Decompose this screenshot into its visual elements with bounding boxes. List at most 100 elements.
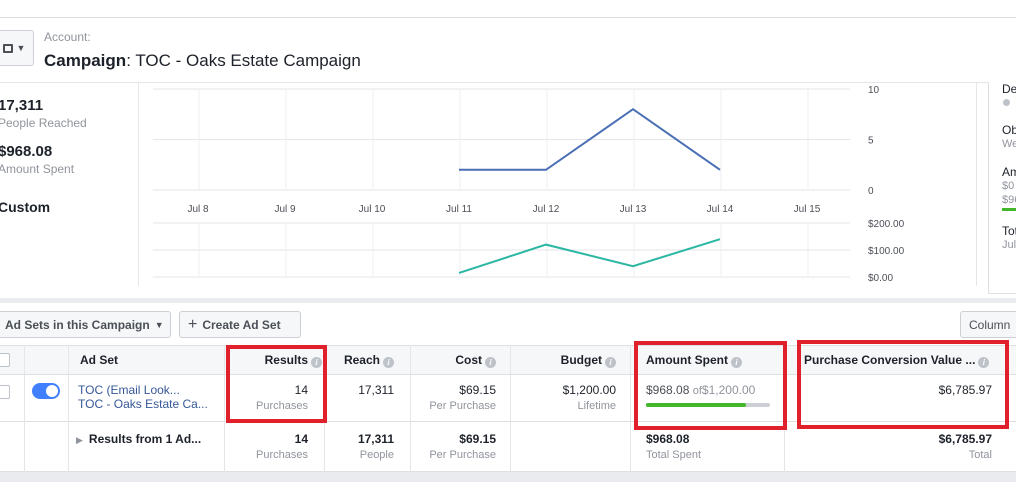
adsets-dropdown[interactable]: Ad Sets in this Campaign ▼ [0,311,171,338]
y-tick-label: $0.00 [868,273,893,284]
highlight-purchase-value [797,340,1009,429]
account-label: Account: [44,30,91,44]
results-cell: 14 Purchases [230,383,308,412]
details-title-3: Am [1002,165,1016,179]
spent-value: $968.08 [0,143,53,160]
header-reach[interactable]: Reach i [330,353,394,368]
reach-cell: 17,311 [330,383,394,397]
adset-name[interactable]: TOC (Email Look... TOC - Oaks Estate Ca.… [78,383,208,411]
header-cost[interactable]: Cost i [416,353,496,368]
header-divider [0,82,1016,83]
details-sub-4: Jul [1002,239,1016,251]
table-header-row [0,345,1016,375]
y-tick-label: $100.00 [868,246,905,257]
columns-label: Column [969,317,1011,332]
create-adset-label: Create Ad Set [202,317,281,332]
y-tick-label: 0 [868,186,874,197]
total-cost-cell: $69.15 Per Purchase [416,432,496,461]
details-title-4: Tot [1002,224,1016,238]
series-line [458,238,721,274]
details-title-1: De [1002,82,1016,96]
total-spent-cell: $968.08 Total Spent [646,432,701,461]
col-divider [68,345,69,472]
create-adset-button[interactable]: + Create Ad Set [179,311,301,338]
performance-chart: 10 5 0 Jul 8 Jul 9 Jul 10 Jul 11 Jul 12 Jul 13 Ju… [153,85,905,284]
cost-value: $69.15 [459,383,496,397]
reach-value: 17,311 [0,97,44,114]
header-cost-label: Cost [455,353,482,367]
adset-toggle[interactable] [32,383,60,399]
total-spent: $968.08 [646,432,690,446]
adsets-dropdown-label: Ad Sets in this Campaign [5,317,150,332]
status-dot [1003,99,1010,106]
highlight-results [226,345,327,423]
info-icon: i [605,357,616,368]
columns-button[interactable]: Column [960,311,1016,338]
results-value: 14 [294,383,308,397]
spend-progress-bar [646,403,770,407]
chevron-right-icon: ▶ [76,435,83,445]
row-divider [0,471,1016,472]
header-purchase-value[interactable]: Purchase Conversion Value ... i [804,353,990,368]
total-purchase-sub: Total [968,449,992,461]
x-tick-label: Jul 10 [359,204,386,215]
total-cost-sub: Per Purchase [429,449,496,461]
info-icon: i [383,357,394,368]
budget-sub: Lifetime [577,400,616,412]
total-reach-cell: 17,311 People [330,432,394,461]
header-results[interactable]: Results i [230,353,322,368]
results-chart: 10 5 0 Jul 8 Jul 9 Jul 10 Jul 11 Jul 12 Jul 13 Ju… [153,85,880,215]
header-budget[interactable]: Budget i [516,353,616,368]
col-divider [24,345,25,472]
adsets-table: Ad Set Results i Reach i Cost i Budget i Amo… [0,345,1016,472]
header-results-label: Results [264,353,308,367]
details-sub-3a: $0 [1002,180,1015,192]
x-tick-label: Jul 9 [274,204,296,215]
x-tick-label: Jul 15 [794,204,821,215]
header-reach-label: Reach [343,353,380,367]
results-sub: Purchases [256,400,308,412]
total-purchase-cell: $6,785.97 Total [800,432,992,461]
spend-progress-fill [646,403,747,407]
total-reach-sub: People [359,449,394,461]
reach-cell-value: 17,311 [358,383,394,397]
cost-sub: Per Purchase [429,400,496,412]
total-results-cell: 14 Purchases [230,432,308,461]
purchase-value-cell: $6,785.97 [800,383,992,397]
reach-label: People Reached [0,116,87,130]
x-tick-label: Jul 8 [187,204,209,215]
total-spent-sub: Total Spent [646,449,702,461]
spend-chart: $200.00 $100.00 $0.00 [153,219,905,284]
select-all-checkbox[interactable] [0,353,10,367]
chart-left-border [138,82,139,286]
total-cost: $69.15 [459,432,496,446]
date-range-label: Custom [0,199,51,215]
details-sub-3b: $96 [1002,194,1016,206]
adset-name-line1[interactable]: TOC (Email Look... [78,383,180,397]
col-divider [410,345,411,472]
total-reach: 17,311 [357,432,394,446]
x-tick-label: Jul 13 [620,204,647,215]
spent-of: of [692,385,702,397]
table-icon [2,43,13,53]
col-divider [510,345,511,472]
campaign-name: TOC - Oaks Estate Campaign [135,51,361,70]
campaign-link[interactable]: TOC - Oaks Estate Ca... [78,397,208,411]
header-budget-label: Budget [560,353,602,367]
row-divider [0,421,1016,422]
header-amount-spent[interactable]: Amount Spent i [646,353,742,368]
budget-value: $1,200.00 [562,383,616,397]
campaign-prefix: Campaign [44,51,127,70]
spent-label: Amount Spent [0,162,75,176]
view-menu-button[interactable]: ▼ [0,30,34,66]
col-divider [224,345,225,472]
total-label: Results from 1 Ad... [88,432,202,446]
info-icon: i [485,357,496,368]
header-purchase-value-label: Purchase Conversion Value ... [804,353,976,367]
total-row-label[interactable]: ▶ Results from 1 Ad... [76,432,201,446]
purchase-value: $6,785.97 [938,383,992,397]
row-checkbox[interactable] [0,385,10,399]
table-toolbar: Ad Sets in this Campaign ▼ + Create Ad S… [0,303,1016,345]
info-icon: i [311,357,322,368]
header-adset[interactable]: Ad Set [80,353,119,367]
